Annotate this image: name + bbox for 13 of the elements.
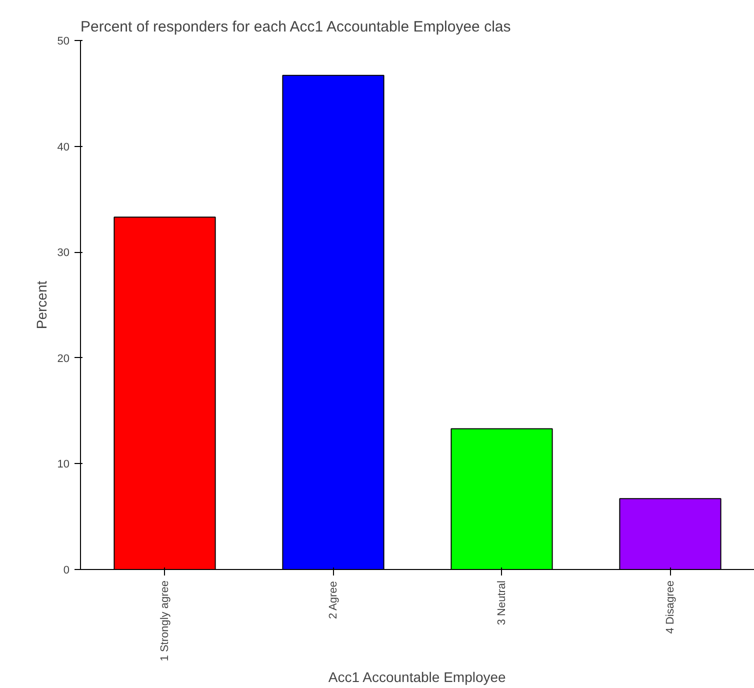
y-axis-title: Percent xyxy=(33,280,50,330)
y-tick-label: 30 xyxy=(57,247,70,260)
y-tick-label: 20 xyxy=(57,352,70,365)
x-tick-label: 1 Strongly agree xyxy=(158,580,171,662)
chart-title: Percent of responders for each Acc1 Accountable Employee clas xyxy=(80,18,511,36)
x-tick-label: 4 Disagree xyxy=(664,580,676,634)
y-tick-label: 10 xyxy=(57,458,70,471)
x-tick-label: 2 Agree xyxy=(327,581,340,620)
x-tick-label: 3 Neutral xyxy=(496,580,508,626)
y-tick-label: 40 xyxy=(57,141,70,154)
x-axis-title: Acc1 Accountable Employee xyxy=(328,669,506,686)
y-tick-label: 50 xyxy=(57,36,70,48)
y-tick-label: 0 xyxy=(63,564,70,576)
